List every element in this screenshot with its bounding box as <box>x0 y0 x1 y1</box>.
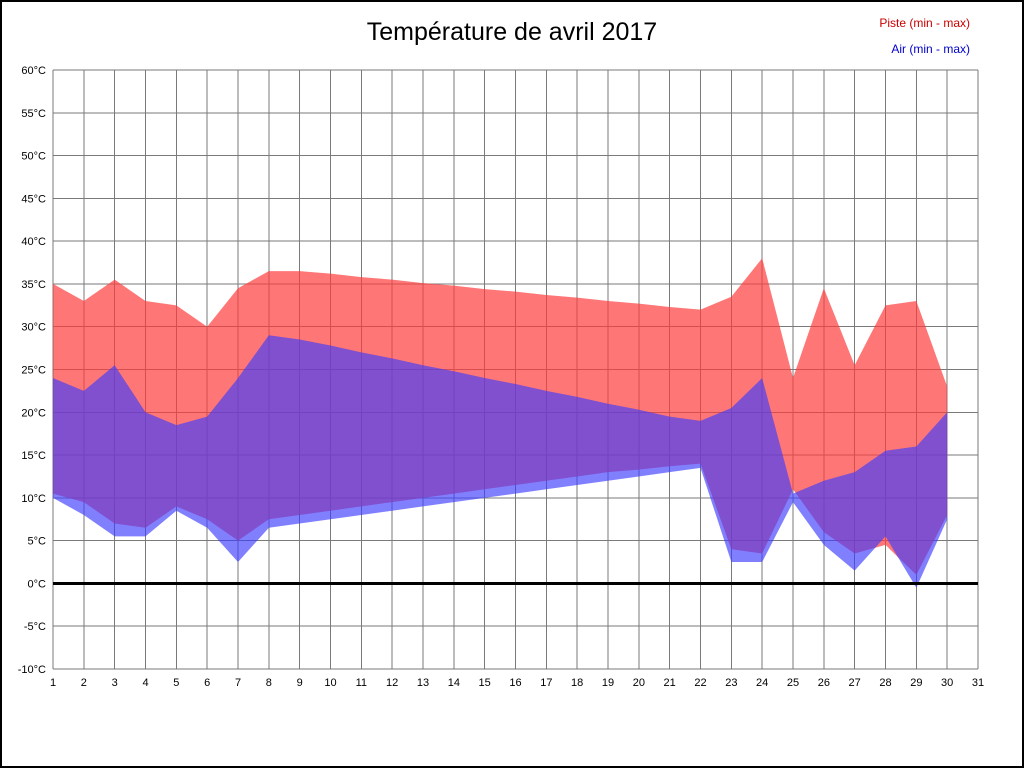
x-tick-label: 24 <box>756 677 768 689</box>
x-tick-label: 25 <box>787 677 799 689</box>
x-tick-label: 28 <box>879 677 891 689</box>
y-tick-label: -5°C <box>24 621 46 633</box>
legend-air-label: Air (min - max) <box>891 42 970 56</box>
x-tick-label: 18 <box>571 677 583 689</box>
x-tick-label: 11 <box>356 677 367 689</box>
x-tick-label: 12 <box>386 677 398 689</box>
x-tick-label: 7 <box>235 677 241 689</box>
legend-piste-label: Piste (min - max) <box>879 16 970 30</box>
x-tick-label: 17 <box>540 677 552 689</box>
x-tick-label: 23 <box>725 677 737 689</box>
x-tick-label: 26 <box>818 677 830 689</box>
x-tick-label: 15 <box>479 677 491 689</box>
x-tick-label: 30 <box>941 677 953 689</box>
x-tick-label: 3 <box>112 677 118 689</box>
x-tick-label: 29 <box>910 677 922 689</box>
x-tick-label: 6 <box>204 677 210 689</box>
y-tick-label: 10°C <box>21 493 46 505</box>
x-tick-label: 20 <box>633 677 645 689</box>
y-tick-label: 25°C <box>21 365 46 377</box>
x-tick-label: 2 <box>81 677 87 689</box>
y-tick-label: 15°C <box>21 450 46 462</box>
chart-legend: Piste (min - max) Air (min - max) <box>879 10 970 62</box>
y-tick-label: 40°C <box>21 236 46 248</box>
x-tick-label: 31 <box>972 677 984 689</box>
x-tick-label: 4 <box>142 677 148 689</box>
y-tick-label: 30°C <box>21 322 46 334</box>
air-band <box>53 335 948 588</box>
x-tick-label: 27 <box>849 677 861 689</box>
x-tick-label: 13 <box>417 677 429 689</box>
x-tick-label: 10 <box>324 677 336 689</box>
x-tick-label: 16 <box>509 677 521 689</box>
y-tick-label: 35°C <box>21 279 46 291</box>
x-tick-label: 1 <box>50 677 56 689</box>
x-tick-label: 9 <box>297 677 303 689</box>
x-tick-label: 19 <box>602 677 614 689</box>
y-tick-label: 5°C <box>28 536 47 548</box>
x-tick-label: 5 <box>173 677 179 689</box>
x-tick-label: 8 <box>266 677 272 689</box>
y-tick-label: 0°C <box>28 578 47 590</box>
chart-title: Température de avril 2017 <box>366 18 658 46</box>
y-tick-label: -10°C <box>18 664 46 676</box>
y-tick-label: 60°C <box>21 65 46 77</box>
y-tick-label: 55°C <box>21 108 46 120</box>
x-tick-label: 21 <box>664 677 676 689</box>
y-tick-label: 50°C <box>21 151 46 163</box>
y-tick-label: 45°C <box>21 193 46 205</box>
y-tick-label: 20°C <box>21 407 46 419</box>
x-tick-label: 22 <box>694 677 706 689</box>
x-tick-label: 14 <box>448 677 460 689</box>
